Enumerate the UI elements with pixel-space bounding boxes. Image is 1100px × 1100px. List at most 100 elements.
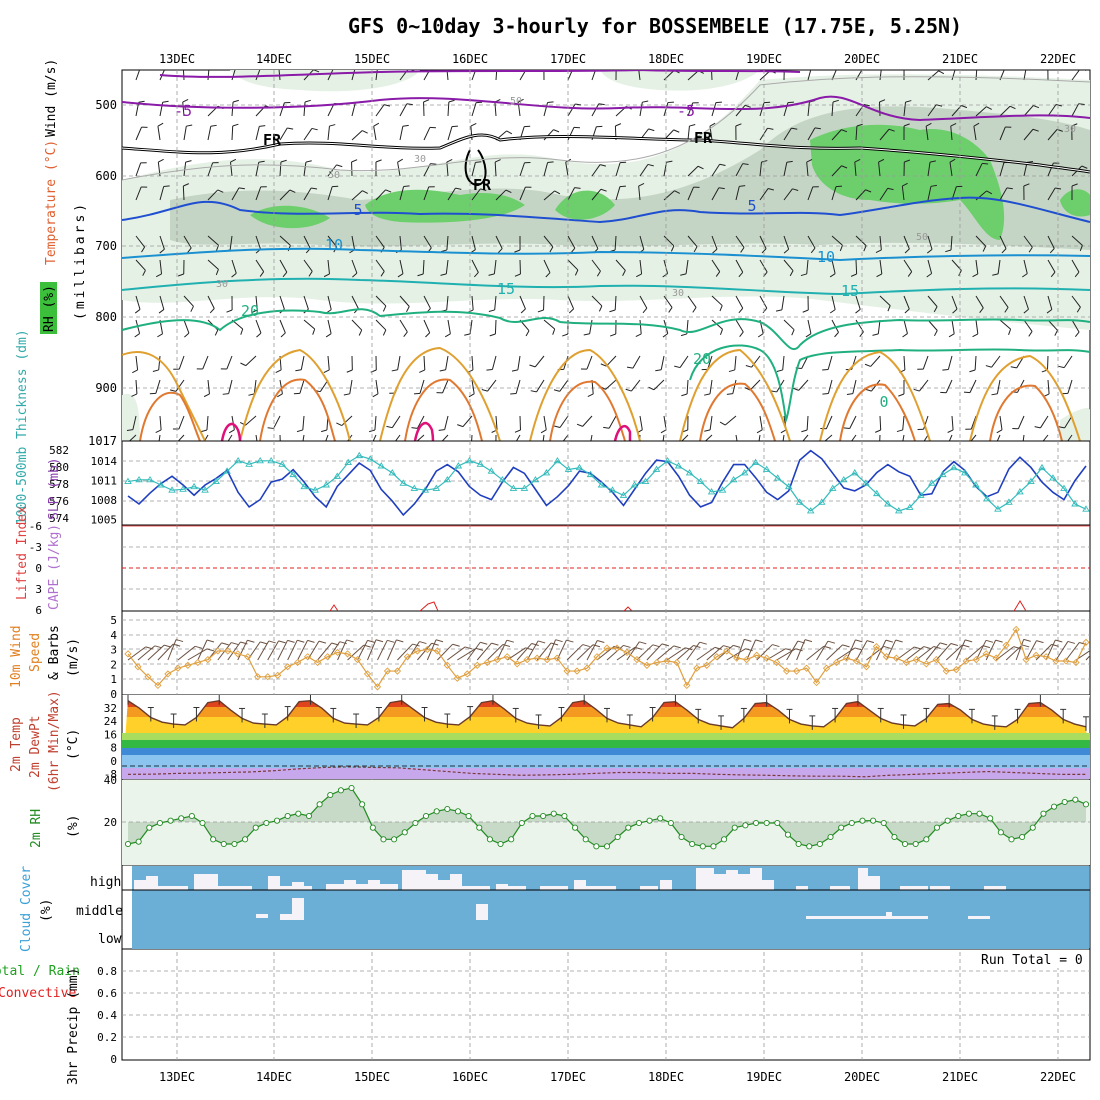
wind-barb-flag [822,393,829,395]
thickness-marker [839,475,848,483]
wind-barb-flag [752,449,758,450]
wind-barb [927,259,933,274]
wind-barb [543,102,549,117]
wind-barb-flag [738,307,744,314]
wind-barb-10m [1085,654,1090,661]
wind-barb [831,129,842,141]
cloud-gaps [134,868,1006,920]
wind-barb [543,319,556,330]
wind-barb-flag [514,429,521,433]
wind-barb [399,103,408,117]
wind-barb [711,70,713,81]
date-label-bottom: 16DEC [452,1070,488,1084]
wind-barb-flag [253,449,258,452]
wind-barb-10m-flag [854,647,863,651]
date-label-bottom: 15DEC [354,1070,390,1084]
wind-barb [471,434,473,441]
wind-barb-flag [791,127,798,130]
wind-barb-flag [480,188,487,192]
wind-barb [159,415,162,430]
wind-barb-flag [615,123,622,127]
wind-barb-10m [297,640,308,661]
wind-barb-flag [406,103,413,106]
rh2m-marker [242,836,249,843]
wind-barb [303,259,313,272]
wind-barb-flag [336,422,342,427]
wind-barb-10m-flag [965,639,973,643]
wind-marker [1062,657,1070,665]
wind-barb [446,235,449,250]
wind-marker [643,661,651,669]
wind-barb-flag [430,163,437,165]
wind-barb [255,70,261,81]
wind-barb-flag [887,187,894,191]
wind-barb-flag [715,271,721,277]
rh2m-marker [646,817,653,824]
wind-barb [735,163,744,177]
wind-barb-flag [888,128,895,132]
wind-barb [855,189,866,201]
wind-marker [224,647,232,655]
wind-barb [879,70,882,81]
wind-barb-flag [190,306,194,312]
wind-barb [132,415,137,430]
wind-barb-flag [863,245,867,252]
wind-barb-10m-flag [933,645,941,649]
wind-barb [969,379,977,393]
temp-tick: 24 [104,715,118,728]
wind-barb [423,355,426,371]
wind-barb-flag [444,333,451,338]
wind-barb-flag [425,332,431,338]
wind-barb-flag [1049,248,1055,254]
wind-barb [231,415,235,430]
wind-barb [399,186,405,201]
wind-barb [175,379,185,392]
wind-barb-flag [783,248,789,254]
wind-barb-flag [157,122,164,127]
wind-barb [1023,295,1029,310]
temp-tick: 16 [104,728,117,741]
date-label-top: 14DEC [256,52,292,66]
wind-barb [1023,128,1034,141]
wind-barb [735,105,746,117]
wind-barb [231,187,240,201]
wind-barb-flag [215,245,219,252]
wind-marker [164,670,172,678]
wind-marker [583,664,591,672]
wind-barb-flag [1032,128,1039,132]
wind-barb-10m [616,646,636,661]
rh2m-marker [540,812,547,820]
wind-barb-flag [530,390,537,393]
wind-barb-flag [875,249,882,254]
wind-barb-flag [903,123,910,127]
wind-barb-flag [1083,70,1087,71]
wind-barb [590,434,593,441]
thickness-marker [619,491,628,498]
wind-barb-flag [423,99,430,103]
wind-barb-10m-flag [566,639,574,643]
precip-total-label: Total / Rain [0,964,80,979]
wind-barb-flag [289,189,296,193]
temp-label-line4: (°C) [66,729,81,760]
wind-barb-flag [822,368,829,371]
rh2m-marker [135,838,142,845]
wind-barb-flag [439,369,446,372]
wind-barb-flag [238,187,245,190]
wind-barb-flag [553,129,560,133]
date-label-top: 21DEC [942,52,978,66]
wind-barb-flag [259,125,266,127]
wind-tick: 5 [110,614,117,627]
rh2m-marker [667,819,674,827]
wind-barb-flag [863,68,869,69]
thickness-marker [465,456,474,464]
wind-marker [533,654,541,662]
date-label-bottom: 18DEC [648,1070,684,1084]
wind-barb-flag [786,160,793,163]
wind-barb [469,319,473,334]
wind-barb-flag [134,333,140,338]
wind-barb-flag [203,393,210,398]
wind-barb [879,235,882,250]
wind-barb-10m [317,642,332,661]
wind-marker [124,650,132,658]
wind-barb-flag [402,124,409,127]
